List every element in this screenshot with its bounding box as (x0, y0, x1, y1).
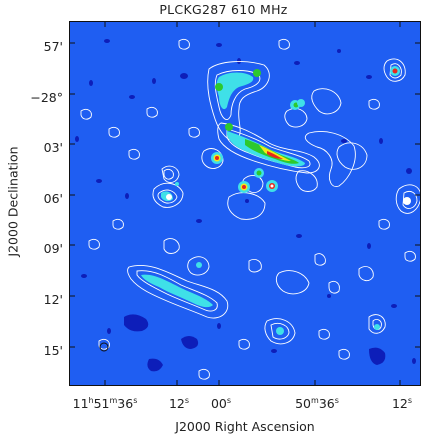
plot-frame (69, 21, 421, 386)
emission-colour-levels (99, 66, 411, 352)
x-axis-label: J2000 Right Ascension (175, 419, 315, 434)
y-tick-label: 09' (43, 241, 63, 256)
x-tick-label: 12s (391, 396, 413, 412)
radio-map-panel (69, 21, 421, 386)
y-tick-label: −28° (30, 90, 63, 105)
y-tick-label: 03' (43, 140, 63, 155)
y-tick-label: 57' (43, 39, 63, 54)
y-tick-label: 15' (43, 343, 63, 358)
radio-map (69, 21, 421, 386)
y-axis-label: J2000 Declination (5, 146, 21, 257)
x-tick-label: 00s (210, 396, 232, 412)
contour-lines (80, 38, 421, 380)
y-tick-label: 12' (43, 292, 63, 307)
y-tick-label: 06' (43, 191, 63, 206)
x-tick-label: 12s (168, 396, 190, 412)
negative-noise-patches (75, 39, 416, 372)
x-tick-label: 50m36s (295, 396, 339, 412)
plot-title: PLCKG287 610 MHz (159, 2, 288, 17)
x-tick-label: 11h51m36s (72, 396, 138, 412)
